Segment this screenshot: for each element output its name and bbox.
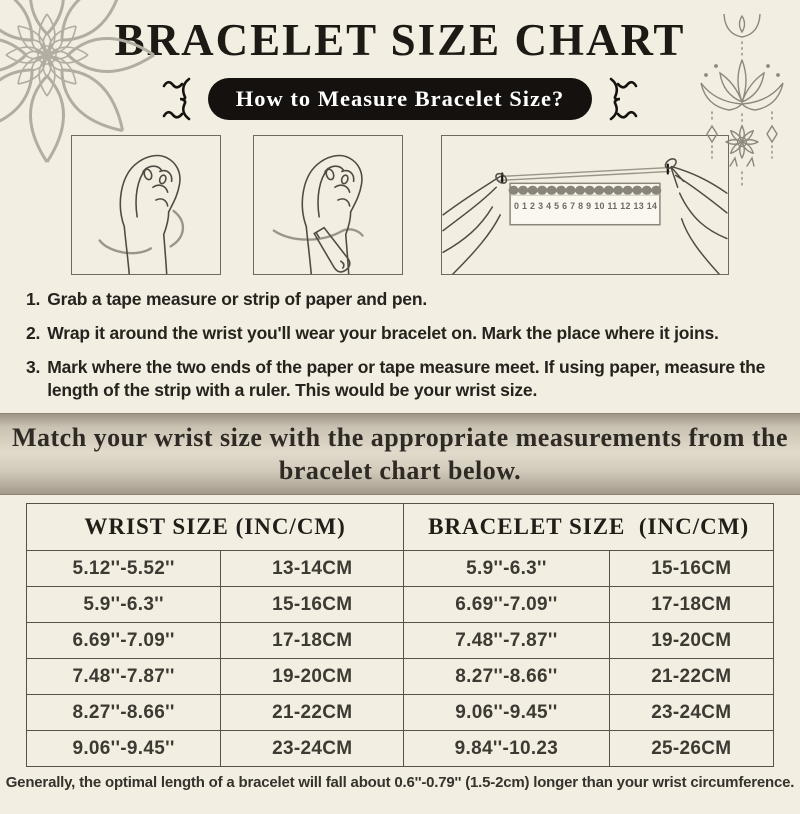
- step-text: Mark where the two ends of the paper or …: [47, 357, 766, 401]
- instructions-list: 1. Grab a tape measure or strip of paper …: [26, 288, 786, 402]
- table-cell: 17-18CM: [608, 586, 775, 624]
- table-cell: 8.27''-8.66'': [25, 694, 222, 732]
- wrap-tape-illustration: [71, 135, 221, 275]
- table-cell: 5.12''-5.52'': [25, 550, 222, 588]
- bracelet-size-header: BRACELET SIZE (INC/CM): [403, 503, 774, 552]
- table-cell: 8.27''-8.66'': [403, 658, 610, 696]
- ruler-measure-illustration: 0 1 2 3 4 5 6 7 8 9 10 11 12 13 14: [441, 135, 729, 275]
- step-text: Wrap it around the wrist you'll wear you…: [47, 323, 719, 344]
- match-banner: Match your wrist size with the appropria…: [0, 413, 800, 496]
- squiggle-left-icon: [158, 75, 194, 123]
- table-cell: 5.9''-6.3'': [403, 550, 610, 588]
- table-cell: 6.69''-7.09'': [25, 622, 222, 660]
- instruction-step: 1. Grab a tape measure or strip of paper …: [26, 288, 786, 311]
- table-cell: 15-16CM: [608, 550, 775, 588]
- squiggle-right-icon: [606, 75, 642, 123]
- subtitle-row: How to Measure Bracelet Size?: [0, 75, 800, 123]
- step-text: Grab a tape measure or strip of paper an…: [47, 289, 427, 309]
- table-cell: 15-16CM: [220, 586, 405, 624]
- table-cell: 9.06''-9.45'': [403, 694, 610, 732]
- table-row: 5.12''-5.52'' 13-14CM 5.9''-6.3'' 15-16CM: [25, 550, 775, 588]
- table-cell: 21-22CM: [220, 694, 405, 732]
- table-cell: 13-14CM: [220, 550, 405, 588]
- table-cell: 7.48''-7.87'': [25, 658, 222, 696]
- size-table-body: 5.12''-5.52'' 13-14CM 5.9''-6.3'' 15-16CM 5.…: [25, 550, 775, 768]
- table-cell: 5.9''-6.3'': [25, 586, 222, 624]
- ruler-numbers: 0 1 2 3 4 5 6 7 8 9 10 11 12 13 14: [514, 201, 657, 211]
- table-cell: 17-18CM: [220, 622, 405, 660]
- footer-note: Generally, the optimal length of a brace…: [5, 774, 795, 792]
- table-cell: 21-22CM: [608, 658, 775, 696]
- table-cell: 6.69''-7.09'': [403, 586, 610, 624]
- table-cell: 9.84''-10.23: [403, 730, 610, 768]
- table-cell: 7.48''-7.87'': [403, 622, 610, 660]
- table-cell: 23-24CM: [220, 730, 405, 768]
- table-cell: 19-20CM: [608, 622, 775, 660]
- table-cell: 25-26CM: [608, 730, 775, 768]
- subtitle-pill: How to Measure Bracelet Size?: [207, 78, 593, 120]
- table-row: 7.48''-7.87'' 19-20CM 8.27''-8.66'' 21-22CM: [25, 658, 775, 696]
- mark-with-pen-illustration: [253, 135, 403, 275]
- step-number: 2.: [26, 323, 41, 344]
- step-number: 3.: [26, 357, 41, 378]
- banner-text: Match your wrist size with the appropria…: [11, 422, 789, 486]
- wrist-size-header: WRIST SIZE (INC/CM): [25, 503, 405, 552]
- table-row: 5.9''-6.3'' 15-16CM 6.69''-7.09'' 17-18CM: [25, 586, 775, 624]
- step-number: 1.: [26, 289, 41, 309]
- table-row: 8.27''-8.66'' 21-22CM 9.06''-9.45'' 23-24CM: [25, 694, 775, 732]
- page-title: BRACELET SIZE CHART: [114, 15, 686, 65]
- instruction-step: 3. Mark where the two ends of the paper o…: [26, 356, 786, 402]
- table-row: 6.69''-7.09'' 17-18CM 7.48''-7.87'' 19-20CM: [25, 622, 775, 660]
- table-cell: 23-24CM: [608, 694, 775, 732]
- table-header-row: WRIST SIZE (INC/CM) BRACELET SIZE (INC/C…: [25, 503, 774, 552]
- table-row: 9.06''-9.45'' 23-24CM 9.84''-10.23 25-26CM: [25, 730, 775, 768]
- size-table: WRIST SIZE (INC/CM) BRACELET SIZE (INC/C…: [25, 503, 775, 768]
- table-cell: 19-20CM: [220, 658, 405, 696]
- instruction-step: 2. Wrap it around the wrist you'll wear y…: [26, 322, 786, 345]
- measurement-illustrations: 0 1 2 3 4 5 6 7 8 9 10 11 12 13 14: [0, 135, 800, 275]
- table-cell: 9.06''-9.45'': [25, 730, 222, 768]
